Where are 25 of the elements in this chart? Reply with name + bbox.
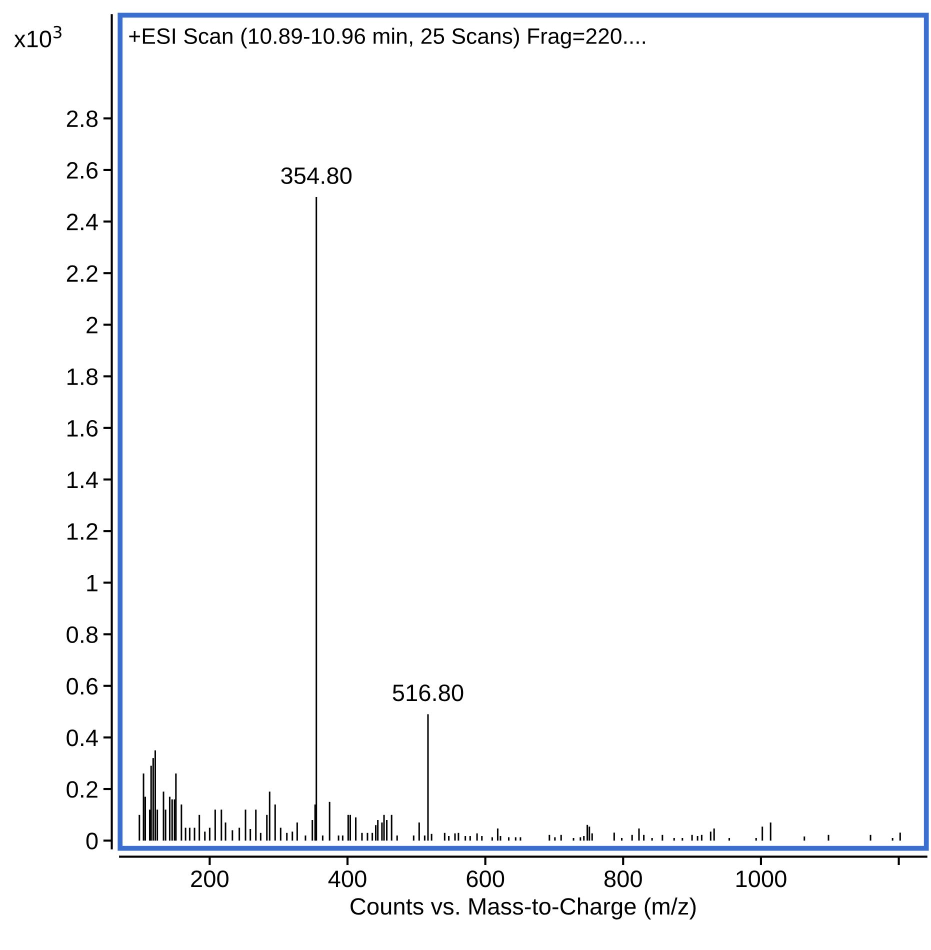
text: +ESI Scan (10.89-10.96 min, 25 Scans) Frag=220.... [129,28,645,48]
y-tick-label: 1.2 [68,523,98,540]
y-tick-label: 0.2 [66,781,98,798]
y-axis-title: x10$^{3}$ [14,26,62,48]
x-axis-title: Counts vs. Mass-to-Charge (m/z) [350,897,696,920]
y-tick-label: 1.6 [68,420,98,437]
annotation: 516.80 [392,684,464,702]
y-tick-label: 2.2 [66,265,98,282]
y-tick-label: 1 [87,574,98,592]
y-tick-label: 1.4 [68,472,98,488]
y-tick-label: 2.8 [66,110,98,128]
x-tick-label: 600 [466,870,504,888]
annotation: 354.80 [281,167,352,184]
y-tick-label: 0.6 [66,678,98,695]
y-tick-label: 2.6 [66,162,98,179]
x-tick-label: 1000 [736,870,786,888]
y-tick-label: 0.8 [66,626,98,644]
y-tick-label: 0 [86,832,98,850]
y-tick-label: 1.8 [68,368,98,386]
x-tick-label: 200 [191,870,228,888]
y-tick-label: 2 [86,316,98,334]
y-tick-label: 2.4 [66,214,98,230]
x-tick-label: 400 [328,870,366,888]
y-tick-label: 0.4 [66,730,98,746]
x-tick-label: 800 [604,870,642,888]
